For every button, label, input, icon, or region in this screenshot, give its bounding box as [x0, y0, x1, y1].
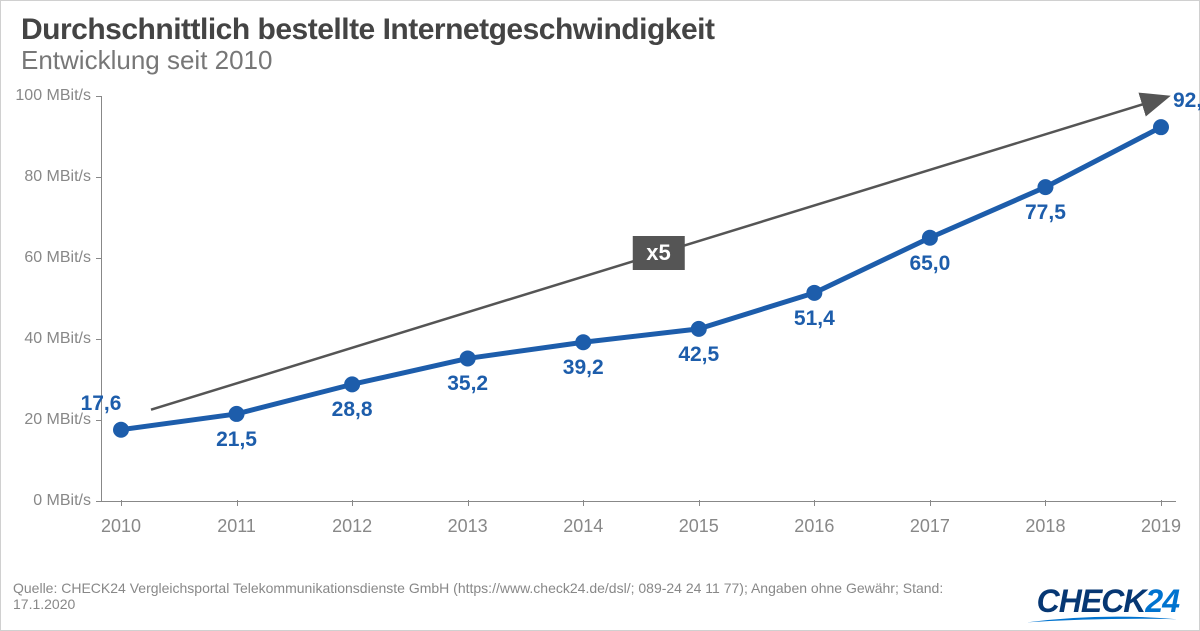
brand-logo: CHECK24 — [1037, 583, 1179, 620]
data-marker — [1037, 179, 1053, 195]
data-marker — [922, 230, 938, 246]
data-point-label: 17,6 — [81, 392, 122, 416]
data-markers — [113, 119, 1169, 438]
data-point-label: 35,2 — [447, 372, 488, 396]
data-line — [121, 127, 1161, 430]
chart-subtitle: Entwicklung seit 2010 — [21, 45, 1179, 76]
data-point-label: 77,5 — [1025, 201, 1066, 225]
data-point-label: 65,0 — [909, 252, 950, 276]
line-chart: 0 MBit/s20 MBit/s40 MBit/s60 MBit/s80 MB… — [11, 96, 1191, 556]
data-marker — [691, 321, 707, 337]
source-caption: Quelle: CHECK24 Vergleichsportal Telekom… — [13, 580, 993, 612]
chart-title: Durchschnittlich bestellte Internetgesch… — [21, 13, 1179, 47]
logo-part2: 24 — [1145, 583, 1179, 619]
data-point-label: 28,8 — [332, 398, 373, 422]
data-marker — [1153, 119, 1169, 135]
data-point-label: 42,5 — [678, 343, 719, 367]
data-marker — [113, 422, 129, 438]
logo-part1: CHECK — [1037, 583, 1146, 619]
data-point-label: 21,5 — [216, 428, 257, 452]
data-marker — [806, 285, 822, 301]
plot-area — [11, 96, 1191, 556]
data-marker — [229, 406, 245, 422]
data-marker — [344, 376, 360, 392]
data-marker — [460, 350, 476, 366]
data-marker — [575, 334, 591, 350]
chart-header: Durchschnittlich bestellte Internetgesch… — [1, 1, 1199, 80]
data-point-label: 92,3 — [1173, 89, 1200, 113]
data-point-label: 39,2 — [563, 356, 604, 380]
multiplier-badge: x5 — [632, 236, 684, 270]
logo-swoosh-icon — [1027, 616, 1177, 624]
data-point-label: 51,4 — [794, 307, 835, 331]
